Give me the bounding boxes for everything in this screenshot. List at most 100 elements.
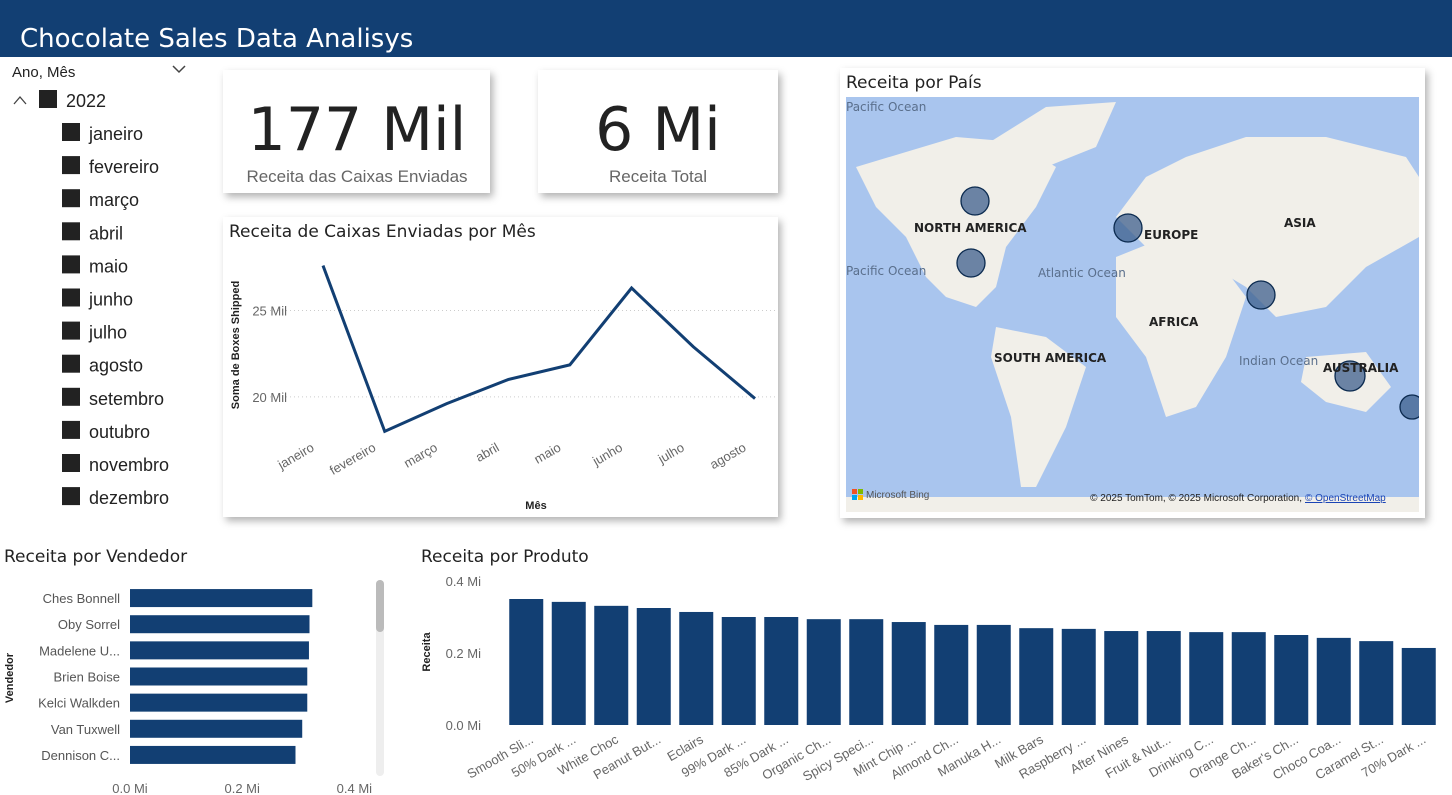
slicer-item[interactable]: abril <box>89 223 123 243</box>
map-label: EUROPE <box>1144 228 1198 242</box>
kpi-card <box>538 70 778 193</box>
checkbox[interactable] <box>62 454 80 472</box>
bar <box>130 667 308 686</box>
slicer-item[interactable]: junho <box>88 290 133 310</box>
bar <box>849 619 884 725</box>
y-tick-label: 0.4 Mi <box>446 574 482 589</box>
x-tick-label: 0.2 Mi <box>224 781 260 795</box>
slicer-item[interactable]: fevereiro <box>89 157 159 177</box>
kpi-label: Receita Total <box>609 167 707 186</box>
bar <box>594 605 629 725</box>
bar <box>764 617 799 725</box>
map-label: AUSTRALIA <box>1323 361 1399 375</box>
slicer-item[interactable]: novembro <box>89 455 169 475</box>
map-label: Pacific Ocean <box>846 100 926 114</box>
page-title: Chocolate Sales Data Analisys <box>20 24 413 54</box>
checkbox[interactable] <box>62 387 80 406</box>
checkbox[interactable] <box>62 222 80 241</box>
bar <box>1401 647 1436 725</box>
bubbles[interactable] <box>956 186 1424 420</box>
chart-title: Receita de Caixas Enviadas por Mês <box>229 222 536 242</box>
y-tick-label: 20 Mil <box>252 390 287 405</box>
line <box>321 265 756 434</box>
map-label: ASIA <box>1284 216 1316 230</box>
map-labels: Pacific Ocean NORTH AMERICA EUROPE ASIA Atla… <box>846 100 1399 375</box>
slicer-title: Ano, Mês <box>12 64 75 81</box>
y-tick-label: Ches Bonnell <box>43 591 120 606</box>
bar <box>934 624 969 725</box>
map-link[interactable]: © OpenStreetMap <box>1305 493 1386 504</box>
slicer-chevron[interactable] <box>172 65 186 74</box>
map-label: Atlantic Ocean <box>1038 266 1126 280</box>
checkbox[interactable] <box>62 156 80 175</box>
bar <box>891 622 926 725</box>
map-logo: Microsoft Bing <box>866 490 929 501</box>
y-axis-title: Receita <box>421 632 433 672</box>
bar <box>509 599 544 725</box>
slicer-item[interactable]: janeiro <box>88 124 143 144</box>
y-axis-title: Soma de Boxes Shipped <box>230 281 242 409</box>
checkbox[interactable] <box>62 354 80 373</box>
chart-title: Receita por Vendedor <box>4 547 187 567</box>
y-tick-label: Van Tuxwell <box>51 722 120 737</box>
map-title: Receita por País <box>846 73 982 93</box>
x-tick-label: 0.4 Mi <box>337 781 373 795</box>
y-tick-label: 25 Mil <box>252 303 287 318</box>
header-bar <box>0 0 1452 57</box>
y-tick-label: Madelene U... <box>39 643 120 658</box>
checkbox[interactable] <box>62 123 80 141</box>
y-tick-label: Brien Boise <box>54 670 120 685</box>
slicer-item[interactable]: outubro <box>89 422 150 442</box>
bar <box>1359 641 1394 725</box>
slicer-item[interactable]: dezembro <box>89 488 169 508</box>
chart-title: Receita por Produto <box>421 547 589 567</box>
bar <box>1104 631 1139 725</box>
bar <box>721 617 756 725</box>
logo <box>852 495 857 500</box>
bar <box>1061 628 1096 725</box>
x-axis-title: Mês <box>525 500 546 512</box>
slicer-item[interactable]: maio <box>89 256 128 276</box>
bar <box>679 611 714 725</box>
checkbox[interactable] <box>62 420 80 439</box>
bar <box>1316 637 1351 725</box>
scrollbar-thumb[interactable] <box>376 580 384 632</box>
bar <box>130 641 309 660</box>
bar <box>130 615 310 634</box>
slicer-item[interactable]: setembro <box>89 389 164 409</box>
logo <box>858 495 863 500</box>
slicer-item[interactable]: julho <box>88 323 127 343</box>
map-label: SOUTH AMERICA <box>994 351 1107 365</box>
bar <box>130 719 303 738</box>
bar <box>1274 635 1309 725</box>
bar <box>130 693 308 712</box>
map[interactable]: Pacific Ocean NORTH AMERICA EUROPE ASIA Atla… <box>846 97 1424 512</box>
y-tick-label: 0.0 Mi <box>446 718 482 733</box>
slicer-year[interactable]: 2022 <box>66 91 106 111</box>
map-label: Pacific Ocean <box>846 264 926 278</box>
bar <box>551 601 586 725</box>
map-label: NORTH AMERICA <box>914 221 1027 235</box>
checkbox[interactable] <box>62 487 80 506</box>
y-tick-label: Oby Sorrel <box>58 617 120 632</box>
expand-toggle[interactable] <box>13 96 27 105</box>
checkbox[interactable] <box>62 255 80 274</box>
map-label: AFRICA <box>1149 315 1199 329</box>
kpi-card <box>223 70 490 193</box>
checkbox[interactable] <box>62 321 80 340</box>
logo <box>858 489 863 494</box>
bar <box>130 589 313 608</box>
y-tick-label: Dennison C... <box>41 748 120 763</box>
bar <box>636 608 671 725</box>
logo <box>852 489 857 494</box>
bar <box>1019 628 1054 725</box>
checkbox[interactable] <box>62 288 80 307</box>
slicer-item[interactable]: agosto <box>89 356 143 376</box>
checkbox[interactable] <box>39 90 57 108</box>
checkbox[interactable] <box>62 189 80 208</box>
map-credits: © 2025 TomTom, © 2025 Microsoft Corporat… <box>1090 493 1302 504</box>
y-tick-label: 0.2 Mi <box>446 646 482 661</box>
slicer-item[interactable]: março <box>89 190 139 210</box>
chart-card <box>223 217 778 517</box>
